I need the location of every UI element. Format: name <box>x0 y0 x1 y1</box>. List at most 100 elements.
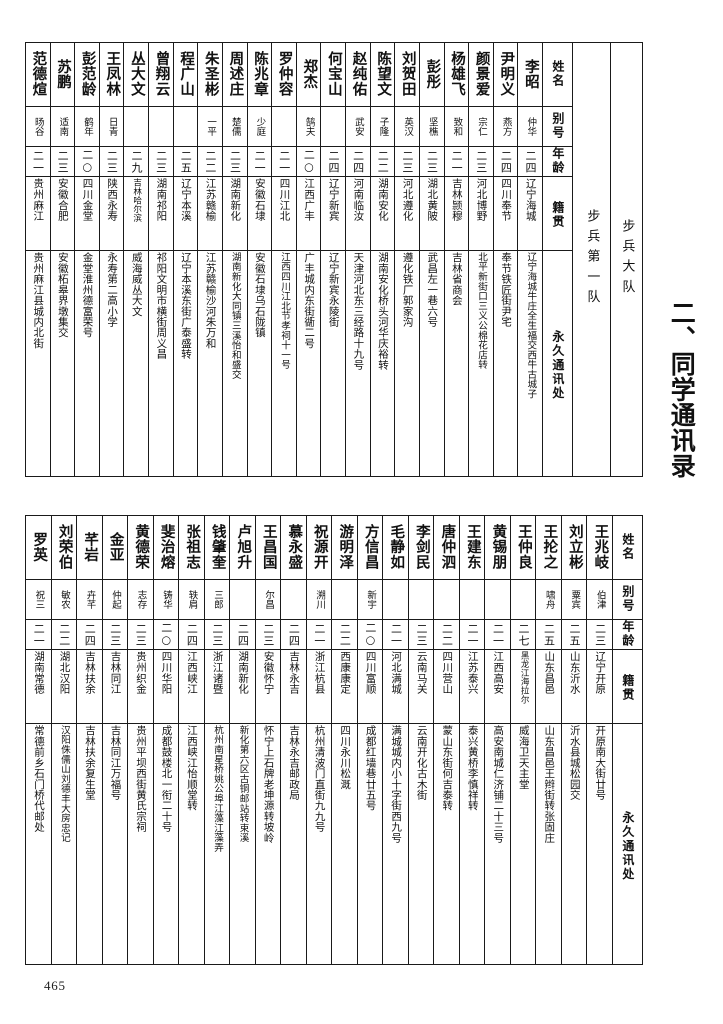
person-age: 二四 <box>230 620 255 650</box>
person-age: 二三 <box>50 147 75 177</box>
person-column[interactable]: 王仲良 二七 黑龙江海拉尔 威海卫天主堂 <box>509 516 536 964</box>
person-column[interactable]: 王抡之 啸舟 二五 山东昌邑 山东昌邑王辫街转张固庄 <box>535 516 561 964</box>
person-column[interactable]: 范德煊 旸谷 二一 贵州麻江 贵州麻江县城内北街 <box>25 43 50 476</box>
person-age-text: 二三 <box>414 622 428 647</box>
person-alt-name-text: 鹤年 <box>81 116 93 137</box>
person-column[interactable]: 丛大文 二九 吉林哈尔滨 威海威丛大文 <box>123 43 148 476</box>
person-column[interactable]: 李剑民 二三 云南马关 云南开化古木街 <box>407 516 434 964</box>
person-column[interactable]: 杨雄飞 致和 二一 吉林颕穆 吉林省商会 <box>443 43 469 476</box>
person-column[interactable]: 陈兆章 少庭 二一 安徽石埭 安徽石埭乌石陇镇 <box>246 43 272 476</box>
person-origin-text: 四川奉节 <box>500 178 513 222</box>
person-column[interactable]: 金亚 仲起 二三 吉林同江 吉林同江万福号 <box>101 516 128 964</box>
person-name-text: 金亚 <box>107 532 124 563</box>
person-column[interactable]: 卢旭升 二四 湖南新化 新化第六区古铜邮站转束溪 <box>229 516 255 964</box>
person-column[interactable]: 祝源开 溯川 二一 浙江杭县 杭州清波门直街九九号 <box>305 516 332 964</box>
person-column[interactable]: 慕永盛 二四 吉林永吉 吉林永吉邮政局 <box>280 516 306 964</box>
person-origin: 江苏赣榆 <box>198 177 222 251</box>
person-column[interactable]: 王凤林 日青 二三 陕西永寿 永寿第二高小学 <box>98 43 124 476</box>
person-age-text: 二三 <box>400 149 414 174</box>
person-alt-name-text: 卉芊 <box>84 589 96 610</box>
person-age: 二五 <box>173 147 198 177</box>
person-alt-name: 一平 <box>198 107 222 147</box>
person-column[interactable]: 刘荣伯 敏农 二二 湖北汉阳 汉阳侏儒山刘德丰大房忠记 <box>50 516 77 964</box>
person-address: 贵州平坝西街黄氏宗祠 <box>128 724 153 964</box>
person-column[interactable]: 赵纯佑 武安 二四 河南临汝 天津河北东三经路十九号 <box>345 43 370 476</box>
person-address-text: 山东昌邑王辫街转张固庄 <box>543 725 556 843</box>
person-name: 彭范龄 <box>75 43 99 107</box>
person-name-text: 王仲良 <box>515 524 532 571</box>
person-alt-name <box>510 580 536 620</box>
person-age: 二三 <box>255 620 281 650</box>
person-address-text: 贵州麻江县城内北街 <box>32 252 45 349</box>
person-origin: 湖北黄陂 <box>419 177 444 251</box>
person-age-text: 二四 <box>351 149 365 174</box>
person-column[interactable]: 芊岩 卉芊 二四 吉林扶余 吉林扶余复生堂 <box>76 516 102 964</box>
person-origin: 吉林扶余 <box>77 650 102 724</box>
person-name: 钱肇奎 <box>204 516 230 580</box>
person-address-text: 辽宁本溪东街广泰盛转 <box>180 252 192 360</box>
person-name-text: 范德煊 <box>30 51 47 98</box>
person-address: 永寿第二高小学 <box>100 251 124 476</box>
person-column[interactable]: 朱圣彬 一平 二二 江苏赣榆 江苏赣榆沙河朱万和 <box>197 43 222 476</box>
person-column[interactable]: 刘贺田 英汉 二三 河北遵化 遵化铁厂郭家沟 <box>394 43 419 476</box>
person-column[interactable]: 刘立彬 粟宾 二五 山东沂水 沂水县城松园交 <box>560 516 587 964</box>
person-origin-text: 辽宁新宾 <box>327 178 340 222</box>
person-age: 二五 <box>561 620 587 650</box>
person-origin-text: 江苏泰兴 <box>466 651 479 695</box>
person-origin: 山东沂水 <box>561 650 587 724</box>
row-header-column: 姓名 别号 年龄 籍贯 永久通讯处 <box>612 516 642 964</box>
person-column[interactable]: 王昌国 尔昌 二三 安徽怀宁 怀宁上石牌老坤源转坡岭 <box>254 516 281 964</box>
person-name-text: 尹明义 <box>498 51 515 98</box>
person-age: 二三 <box>587 620 612 650</box>
person-column[interactable]: 何宝山 二四 辽宁新宾 辽宁新宾永陵街 <box>320 43 345 476</box>
person-column[interactable]: 程广山 二五 辽宁本溪 辽宁本溪东街广泰盛转 <box>172 43 198 476</box>
person-name: 尹明义 <box>493 43 518 107</box>
person-alt-name-text: 轶肩 <box>186 589 198 610</box>
person-column[interactable]: 苏鹏 适南 二三 安徽合肥 安徽柘皋界墩集交 <box>49 43 75 476</box>
person-column[interactable]: 黄锡朋 二一 江西高安 高安南城仁济铺二十三号 <box>484 516 510 964</box>
person-column[interactable]: 毛静如 二一 河北满城 满城城内小十字街西九号 <box>382 516 408 964</box>
person-age: 二三 <box>204 620 230 650</box>
person-age: 二四 <box>321 147 345 177</box>
person-column[interactable]: 颜景爱 宗仁 二三 河北博野 北平新街口三义公棉花店转 <box>468 43 493 476</box>
person-column[interactable]: 罗英 祝三 二一 湖南常德 常德前乡石门桥代邮处 <box>26 516 51 964</box>
person-column[interactable]: 斐治熔 铸华 二○ 四川华阳 成都鼓楼北一衔二十号 <box>152 516 179 964</box>
person-name-text: 黄锡朋 <box>490 524 507 571</box>
person-column[interactable]: 游明泽 二二 西康康定 四川永川松溉 <box>331 516 357 964</box>
person-column[interactable]: 曾翔云 二三 湖南祁阳 祁阳文明市横街周义昌 <box>148 43 173 476</box>
person-age: 二○ <box>296 147 321 177</box>
person-column[interactable]: 彭彤 坚樵 二三 湖北黄陂 武昌左一巷六号 <box>418 43 444 476</box>
person-column[interactable]: 方信昌 新宇 二○ 四川富顺 成都红墙巷廿五号 <box>356 516 383 964</box>
person-origin-text: 安徽合肥 <box>56 178 69 222</box>
person-column[interactable]: 尹明义 燕方 二四 四川奉节 奉节铁匠街尹宅 <box>492 43 518 476</box>
person-column[interactable]: 罗仲容 二一 四川江北 江西四川江北节孝祠十一号 <box>271 43 296 476</box>
person-address-text: 威海威丛大文 <box>130 252 143 317</box>
person-column[interactable]: 李昭 仲华 二四 辽宁海城 辽宁海城牛庄全生福交西牛古城子 <box>517 43 542 476</box>
person-column[interactable]: 陈望文 子隆 二二 湖南安化 湖南安化桥头河华庆裕转 <box>369 43 395 476</box>
person-alt-name: 武安 <box>346 107 370 147</box>
person-column[interactable]: 王兆岐 伯津 二三 辽宁开原 开原南大街廿号 <box>586 516 612 964</box>
person-column[interactable]: 钱肇奎 三郎 二三 浙江诸暨 杭州南星桥姚公埠江藻江藻弄 <box>203 516 230 964</box>
person-origin-text: 黑龙江海拉尔 <box>519 651 530 704</box>
person-column[interactable]: 王建东 二一 江苏泰兴 泰兴黄桥李慎祥转 <box>458 516 485 964</box>
person-column[interactable]: 郑杰 鹄夫 二○ 江西广丰 广丰城内东街衚二号 <box>295 43 321 476</box>
person-column[interactable]: 唐仲泗 二二 四川营山 蒙山东街何吉泰转 <box>433 516 459 964</box>
person-age-text: 二三 <box>154 149 168 174</box>
person-origin-text: 江西峡江 <box>186 651 199 695</box>
person-age-text: 二五 <box>542 622 556 647</box>
person-column[interactable]: 黄德荣 志存 二三 贵州织金 贵州平坝西街黄氏宗祠 <box>127 516 153 964</box>
person-origin: 江苏泰兴 <box>459 650 485 724</box>
header-cell-origin-text: 籍贯 <box>550 201 565 230</box>
person-address-text: 云南开化古木街 <box>415 725 428 800</box>
person-column[interactable]: 张祖志 轶肩 二四 江西峡江 江西峡江怡顺堂转 <box>178 516 204 964</box>
person-alt-name <box>173 107 198 147</box>
person-age: 二四 <box>281 620 306 650</box>
person-column[interactable]: 彭范龄 鹤年 二○ 四川金堂 金堂淮州德富荣号 <box>74 43 99 476</box>
person-origin: 河北遵化 <box>395 177 419 251</box>
person-name: 王抡之 <box>536 516 561 580</box>
person-origin: 浙江杭县 <box>306 650 332 724</box>
person-origin-text: 山东沂水 <box>568 651 581 695</box>
person-column[interactable]: 周述庄 楚儒 二三 湖南新化 湖南新化大同镇三溪怡和盛交 <box>221 43 247 476</box>
person-name-text: 毛静如 <box>388 524 405 571</box>
